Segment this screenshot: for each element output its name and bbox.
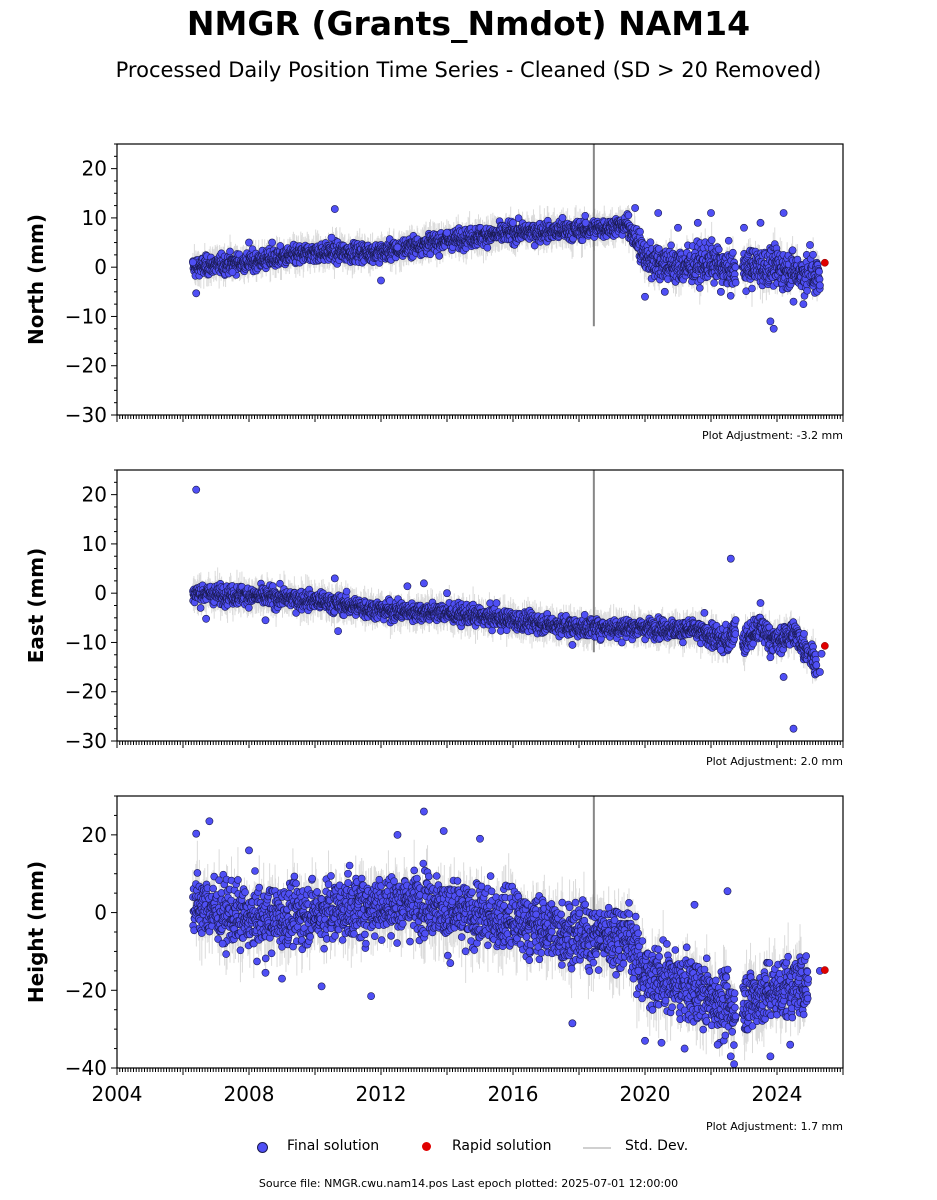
final-point: [426, 250, 435, 259]
final-point: [660, 287, 669, 296]
final-point: [226, 247, 234, 256]
final-point: [514, 214, 523, 222]
final-point: [655, 245, 663, 253]
final-point: [779, 209, 788, 217]
final-point: [641, 292, 649, 301]
final-point: [793, 255, 802, 264]
final-point: [667, 241, 675, 250]
final-point: [192, 289, 201, 298]
final-point: [674, 223, 682, 232]
final-point: [815, 267, 823, 276]
plot-adjustment-note: Plot Adjustment: -3.2 mm: [702, 429, 843, 442]
final-point: [646, 238, 655, 246]
final-point: [789, 297, 798, 306]
final-point: [435, 252, 444, 260]
plot-area: [189, 470, 829, 733]
chart-title: NMGR (Grants_Nmdot) NAM14: [186, 4, 751, 43]
final-point: [268, 238, 276, 247]
final-point: [803, 286, 812, 295]
y-axis-label: North (mm): [24, 214, 48, 345]
final-point: [707, 209, 715, 217]
y-tick-label: −20: [65, 354, 107, 378]
final-point: [443, 228, 451, 237]
y-tick-label: 20: [82, 157, 107, 181]
final-point: [799, 300, 808, 309]
final-point: [710, 279, 718, 287]
final-point: [327, 233, 336, 242]
y-tick-label: 0: [94, 255, 107, 279]
final-point: [483, 243, 492, 252]
final-solution-points: [188, 204, 824, 333]
final-point: [530, 241, 539, 250]
final-point: [581, 218, 590, 227]
final-point: [748, 284, 756, 293]
final-point: [707, 236, 716, 244]
final-point: [717, 287, 725, 296]
final-point: [769, 324, 778, 333]
final-point: [726, 291, 735, 300]
final-point: [654, 209, 663, 217]
final-point: [276, 242, 285, 250]
final-point: [788, 246, 797, 254]
final-point: [816, 281, 824, 290]
chart-subtitle: Processed Daily Position Time Series - C…: [115, 58, 822, 82]
y-tick-label: −10: [65, 304, 107, 328]
final-point: [731, 263, 740, 272]
final-point: [377, 276, 385, 285]
rapid-point: [821, 258, 829, 267]
final-point: [724, 236, 733, 245]
panel-north: 20 10 0 −10 −20 −30 North (mm) Plot Adjustment:…: [24, 143, 844, 442]
plot-area: [188, 144, 829, 333]
final-point: [806, 241, 814, 249]
final-point: [714, 245, 723, 254]
final-point: [393, 243, 402, 252]
final-point: [756, 218, 765, 227]
final-point: [731, 278, 740, 287]
final-point: [631, 204, 639, 212]
final-point: [330, 205, 339, 213]
y-tick-label: −30: [65, 403, 107, 427]
final-point: [636, 227, 644, 236]
final-point: [693, 218, 702, 227]
final-point: [695, 284, 704, 292]
final-point: [245, 238, 253, 247]
y-tick-label: 10: [82, 206, 107, 230]
final-point: [740, 223, 748, 232]
final-point: [558, 214, 567, 222]
final-point: [228, 268, 237, 277]
final-point: [581, 212, 590, 220]
final-point: [509, 218, 517, 227]
final-point: [766, 317, 775, 326]
final-point: [624, 211, 633, 220]
final-point: [729, 248, 737, 257]
final-point: [188, 258, 197, 267]
final-point: [809, 250, 817, 259]
